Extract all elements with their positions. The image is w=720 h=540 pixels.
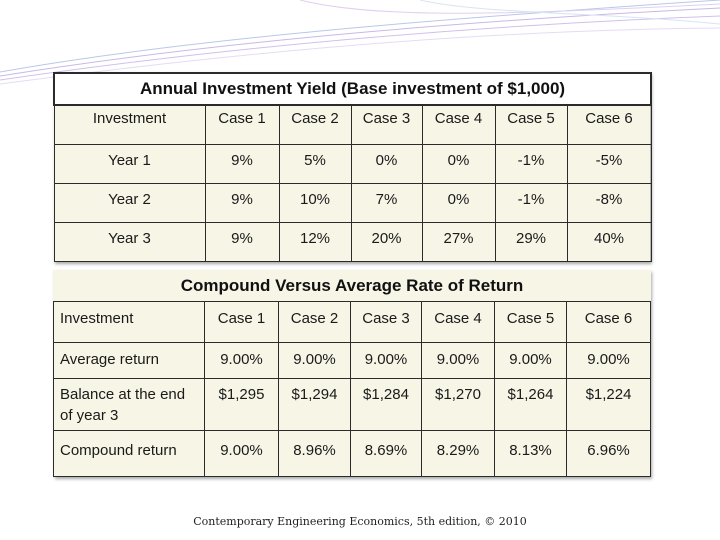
table-cell: Average return [53,342,205,379]
annual-yield-table: Annual Investment Yield (Base investment… [52,72,653,262]
column-header: Case 4 [421,104,496,145]
table-cell: $1,295 [204,378,279,431]
table-cell: 8.29% [421,430,495,477]
column-header: Investment [53,301,205,343]
table-cell: 8.69% [350,430,422,477]
column-header: Case 6 [565,301,652,343]
table-cell: 12% [278,222,352,262]
table-cell: 9% [204,183,280,223]
table-cell: 8.96% [278,430,351,477]
table-cell: 29% [494,222,568,262]
table-cell: 6.96% [565,430,652,477]
table-cell: 9.00% [421,342,495,379]
table-cell: 9.00% [494,342,567,379]
table-cell: -8% [566,183,652,223]
table-cell: 9.00% [204,342,279,379]
table-cell: -1% [494,183,568,223]
table-cell: Year 3 [53,222,206,262]
table-cell: 9.00% [350,342,422,379]
table-row: Year 3 9% 12% 20% 27% 29% 40% [53,222,652,262]
table-cell: 7% [350,183,423,223]
table-row: Balance at the end of year 3 $1,295 $1,2… [53,378,652,431]
table-cell: Year 1 [53,144,206,184]
column-header: Case 2 [278,104,352,145]
table-cell: -1% [494,144,568,184]
column-header: Case 2 [278,301,351,343]
compound-return-table: Compound Versus Average Rate of Return I… [53,270,652,477]
table-cell: $1,294 [278,378,351,431]
table-cell: 9.00% [204,430,279,477]
decorative-swoosh [0,0,720,85]
table-cell: -5% [566,144,652,184]
table-row: Average return 9.00% 9.00% 9.00% 9.00% 9… [53,342,652,379]
table-cell: $1,270 [421,378,495,431]
column-header: Case 1 [204,104,280,145]
column-header: Case 5 [494,301,567,343]
column-header: Case 5 [494,104,568,145]
table-cell: 9% [204,144,280,184]
table-cell: 5% [278,144,352,184]
table-cell: $1,264 [494,378,567,431]
compound-return-title: Compound Versus Average Rate of Return [53,270,651,302]
table-cell: 40% [566,222,652,262]
table-cell: 0% [421,183,496,223]
column-header: Case 6 [566,104,652,145]
column-header: Case 4 [421,301,495,343]
column-header: Investment [53,104,206,145]
table-cell: Compound return [53,430,205,477]
column-header: Case 3 [350,104,423,145]
table-cell: 27% [421,222,496,262]
table-cell: 9.00% [278,342,351,379]
table-cell: 9% [204,222,280,262]
table-header-row: Investment Case 1 Case 2 Case 3 Case 4 C… [53,301,652,343]
footer-citation: Contemporary Engineering Economics, 5th … [193,515,527,528]
table-cell: 10% [278,183,352,223]
table-row: Year 1 9% 5% 0% 0% -1% -5% [53,144,652,184]
column-header: Case 3 [350,301,422,343]
table-row: Year 2 9% 10% 7% 0% -1% -8% [53,183,652,223]
table-cell: 9.00% [565,342,652,379]
table-cell: Year 2 [53,183,206,223]
table-cell: $1,224 [565,378,652,431]
table-cell: 20% [350,222,423,262]
column-header: Case 1 [204,301,279,343]
table-row: Compound return 9.00% 8.96% 8.69% 8.29% … [53,430,652,477]
table-cell: 0% [421,144,496,184]
table-header-row: Investment Case 1 Case 2 Case 3 Case 4 C… [53,104,652,145]
annual-yield-title: Annual Investment Yield (Base investment… [52,72,653,106]
table-cell: Balance at the end of year 3 [53,378,205,431]
table-cell: 8.13% [494,430,567,477]
table-cell: 0% [350,144,423,184]
table-cell: $1,284 [350,378,422,431]
